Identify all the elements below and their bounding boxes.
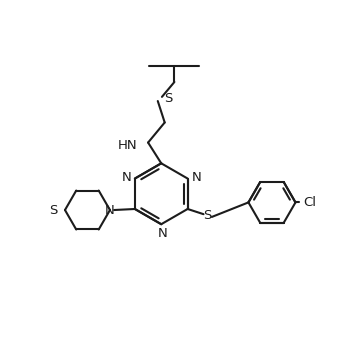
Text: N: N — [158, 227, 168, 240]
Text: Cl: Cl — [303, 196, 316, 209]
Text: S: S — [164, 92, 173, 105]
Text: S: S — [203, 209, 212, 222]
Text: N: N — [121, 171, 131, 184]
Text: N: N — [105, 203, 115, 217]
Text: N: N — [191, 171, 201, 184]
Text: HN: HN — [118, 139, 138, 152]
Text: S: S — [49, 203, 58, 217]
